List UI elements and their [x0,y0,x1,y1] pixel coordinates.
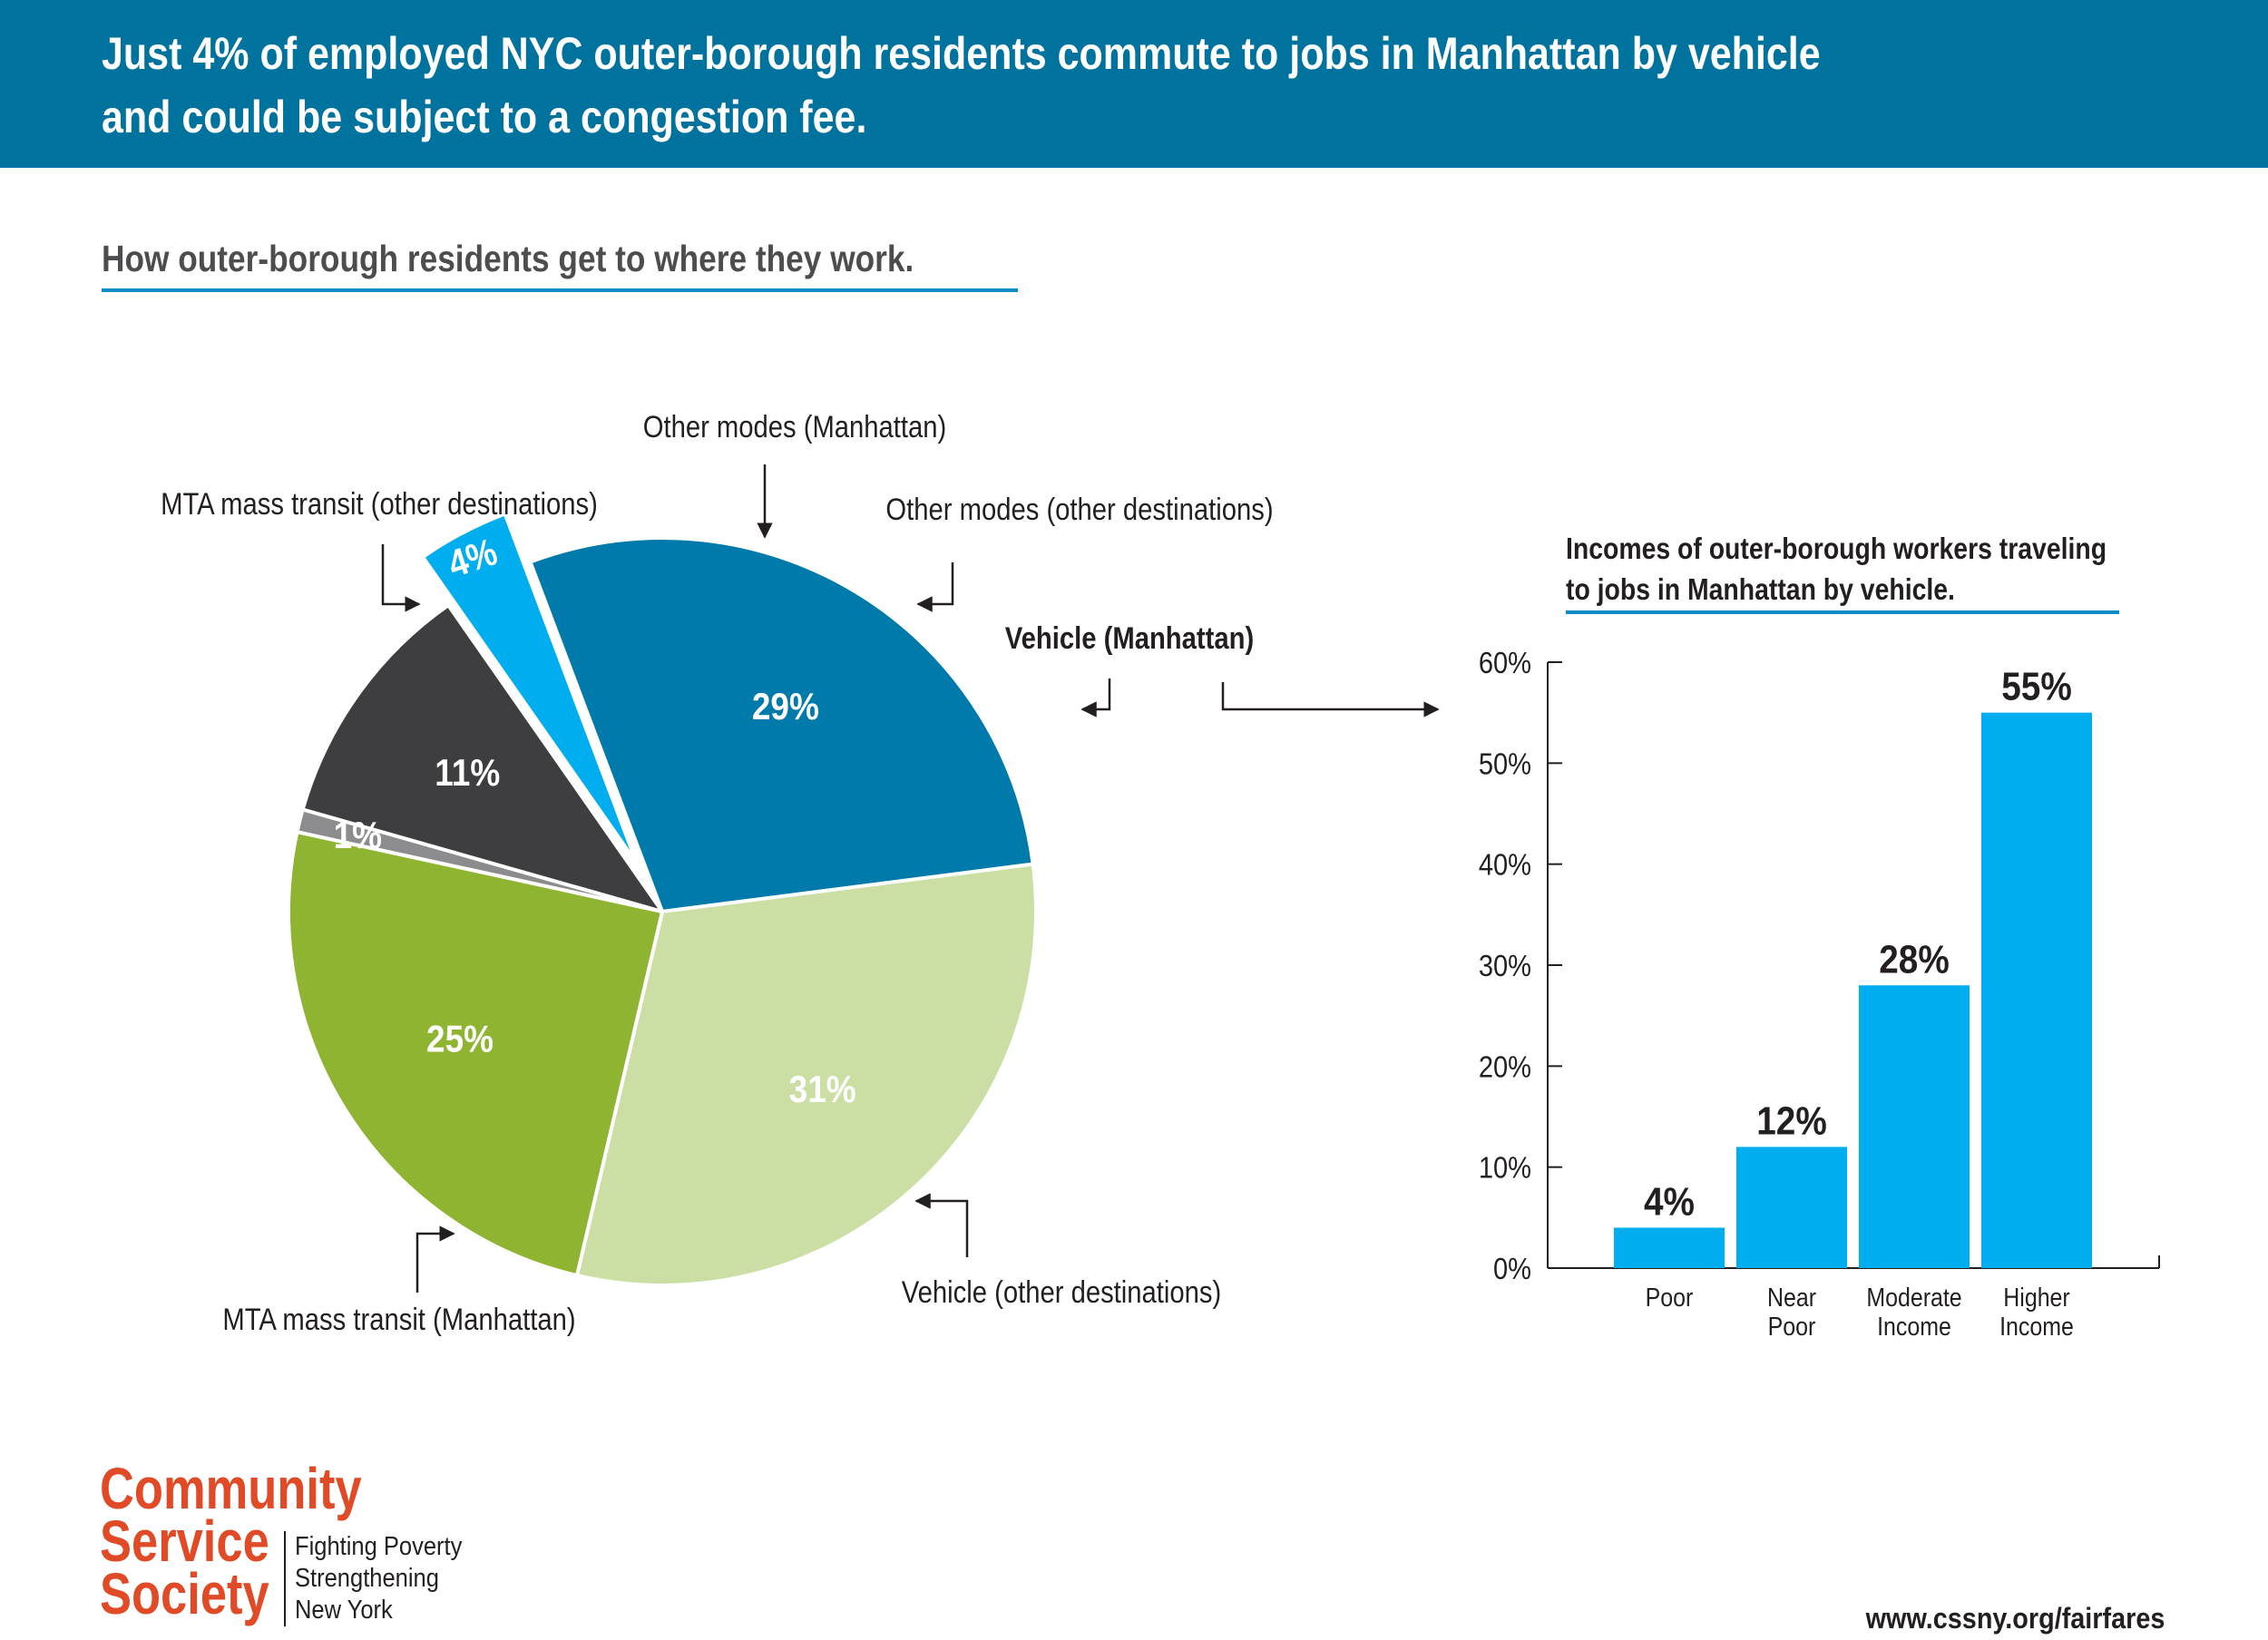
pie-value-label: 11% [435,752,500,795]
y-tick-label: 50% [1479,747,1531,781]
bar [1981,712,2092,1268]
y-tick-label: 0% [1493,1252,1531,1285]
callout-arrow [914,1193,969,1257]
pie-category-label: Other modes (Manhattan) [643,409,947,444]
x-tick-label: Higher [2003,1283,2069,1312]
x-tick-label: Income [1877,1312,1951,1341]
subtitle-underline [102,288,1018,292]
tagline-line: Fighting Poverty [295,1532,463,1561]
callout-arrow [916,562,954,612]
pie-category-label: Vehicle (other destinations) [902,1274,1221,1310]
pie-category-label: MTA mass transit (Manhattan) [222,1302,575,1337]
css-logo: Community Service Society [100,1456,362,1626]
pie-category-label: Vehicle (Manhattan) [1005,620,1254,656]
pie-value-label: 31% [789,1069,856,1111]
x-tick-label: Poor [1768,1312,1816,1341]
callout-arrow [1080,678,1111,718]
y-tick-label: 60% [1479,646,1531,679]
footer-url: www.cssny.org/fairfares [1865,1602,2165,1635]
logo-divider [284,1531,286,1626]
pie-slice [528,536,1035,913]
bar-value-label: 55% [2001,663,2071,708]
pie-value-label: 1% [334,815,382,857]
y-tick-label: 10% [1479,1151,1531,1185]
pie-value-label: 29% [752,686,819,728]
x-tick-label: Near [1767,1283,1816,1312]
x-tick-label: Income [1999,1312,2074,1341]
callout-arrow [415,1225,455,1293]
bar-value-label: 12% [1756,1098,1826,1143]
y-tick-label: 20% [1479,1050,1531,1084]
logo-tagline: Fighting Poverty Strengthening New York [295,1531,462,1626]
y-tick-label: 40% [1479,848,1531,882]
header-banner: Just 4% of employed NYC outer-borough re… [0,0,2268,168]
bar [1614,1227,1725,1268]
tagline-line: New York [295,1596,393,1625]
pie-slice [421,512,640,865]
logo-line: Community [100,1456,362,1521]
logo-line: Society [100,1561,269,1626]
bar-value-label: 28% [1879,936,1949,981]
page-title: Just 4% of employed NYC outer-borough re… [102,28,1821,142]
pie-category-label: Other modes (other destinations) [885,492,1273,527]
pie-slice [300,603,664,913]
x-tick-label: Moderate [1866,1283,1961,1312]
bar [1859,985,1970,1268]
section-subtitle: How outer-borough residents get to where… [102,238,914,279]
pie-slice [574,862,1038,1287]
bar-value-label: 4% [1644,1178,1695,1224]
pie-slice [287,830,664,1278]
logo-line: Service [100,1508,269,1574]
pie-category-label: MTA mass transit (other destinations) [161,486,598,522]
tagline-line: Strengthening [295,1564,439,1593]
bar-chart-title: Incomes of outer-borough workers traveli… [1566,532,2107,606]
callout-arrow [381,544,421,612]
connector-arrow [1221,682,1440,718]
bar [1736,1147,1847,1268]
bar-title-underline [1566,610,2119,614]
x-tick-label: Poor [1646,1283,1694,1312]
y-tick-label: 30% [1479,949,1531,982]
pie-value-label: 25% [426,1019,494,1061]
